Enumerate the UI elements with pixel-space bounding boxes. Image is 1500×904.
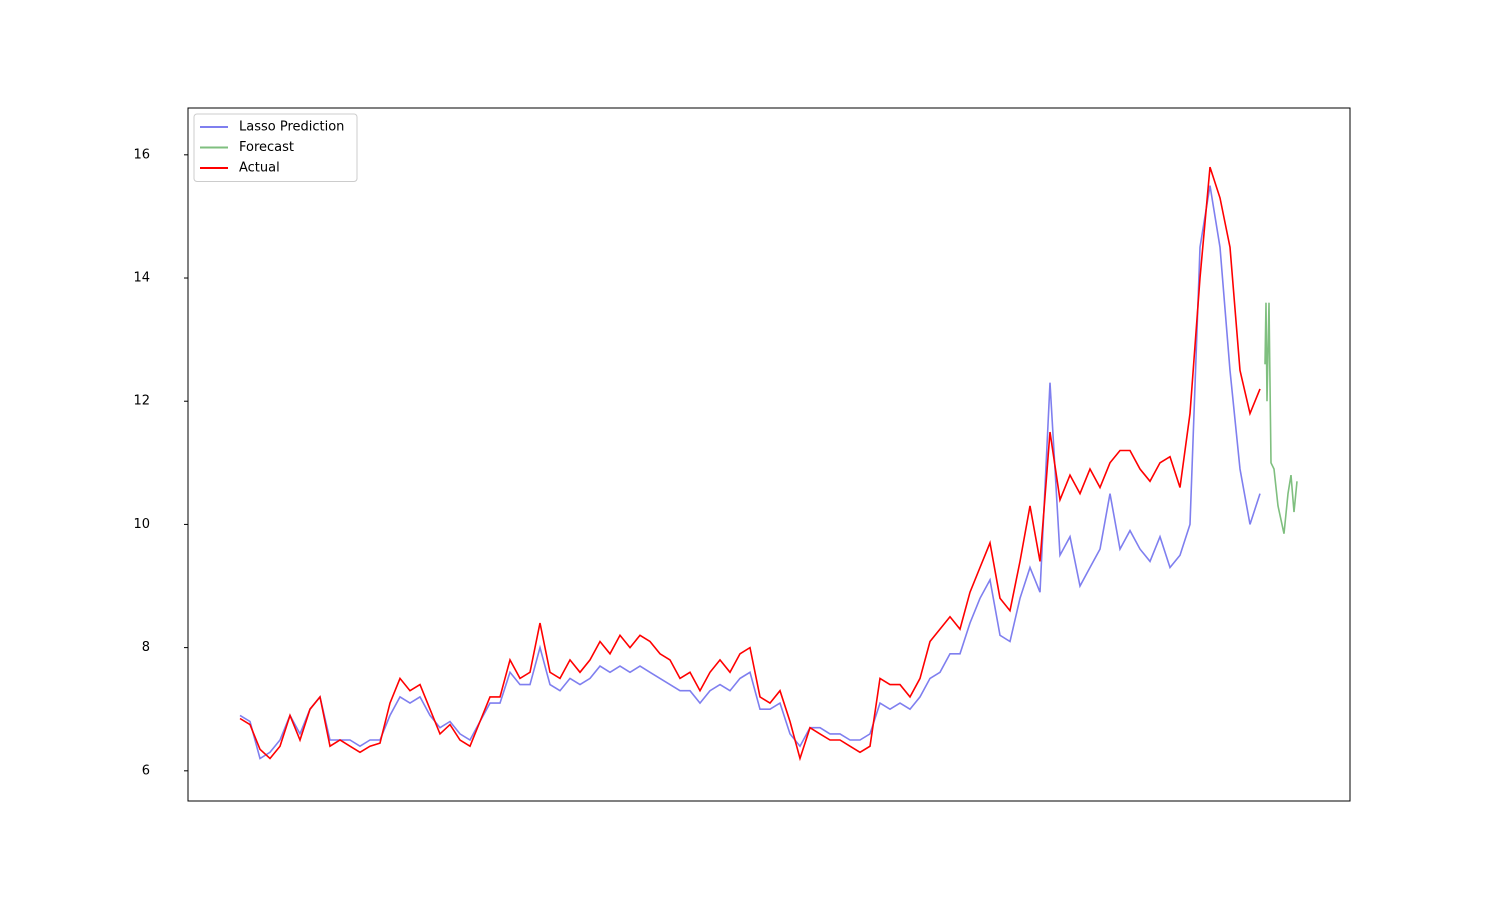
series-line [239, 166, 1261, 762]
series-line [239, 185, 1261, 760]
y-tick-label: 8 [142, 640, 150, 655]
plot-area [187, 107, 1351, 802]
y-tick-label: 12 [133, 394, 150, 409]
legend-label: Forecast [239, 140, 294, 155]
legend-label: Actual [239, 161, 280, 176]
y-tick-label: 16 [133, 147, 150, 162]
y-tick-label: 10 [133, 517, 150, 532]
legend-label: Lasso Prediction [239, 120, 344, 135]
legend-box [193, 113, 358, 182]
series-line [1264, 302, 1298, 534]
y-tick-label: 14 [133, 271, 150, 286]
y-tick-label: 6 [142, 763, 150, 778]
